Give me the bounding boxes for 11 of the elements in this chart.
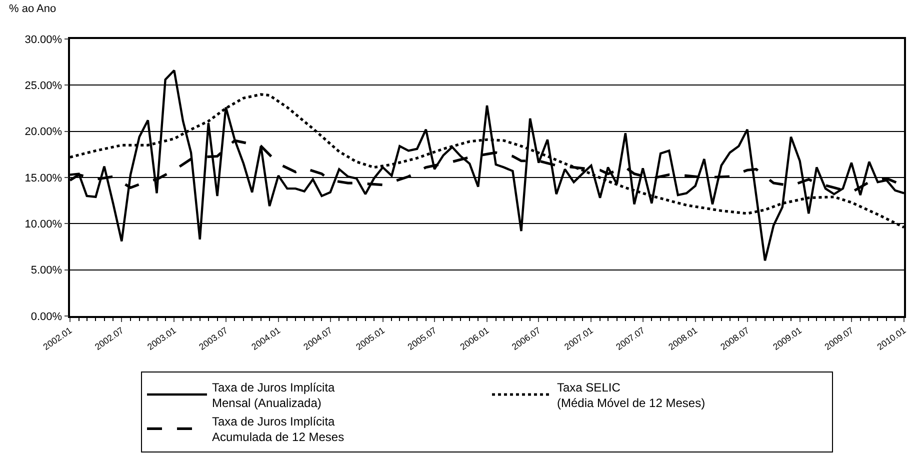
y-tick-label: 25.00% bbox=[24, 80, 62, 92]
legend-label: Taxa SELIC (Média Móvel de 12 Meses) bbox=[557, 380, 706, 410]
y-axis-title: % ao Ano bbox=[9, 3, 56, 15]
y-tick-label: 0.00% bbox=[30, 310, 62, 323]
legend-label: Taxa de Juros Implícita Acumulada de 12 Meses bbox=[212, 414, 344, 444]
y-tick-label: 30.00% bbox=[24, 34, 62, 46]
y-tick-label: 5.00% bbox=[30, 264, 62, 277]
y-tick-label: 10.00% bbox=[24, 218, 62, 231]
legend-label: Taxa de Juros Implícita Mensal (Anualizada) bbox=[212, 380, 336, 410]
y-tick-label: 15.00% bbox=[24, 172, 62, 184]
y-tick-label: 20.00% bbox=[24, 126, 62, 138]
